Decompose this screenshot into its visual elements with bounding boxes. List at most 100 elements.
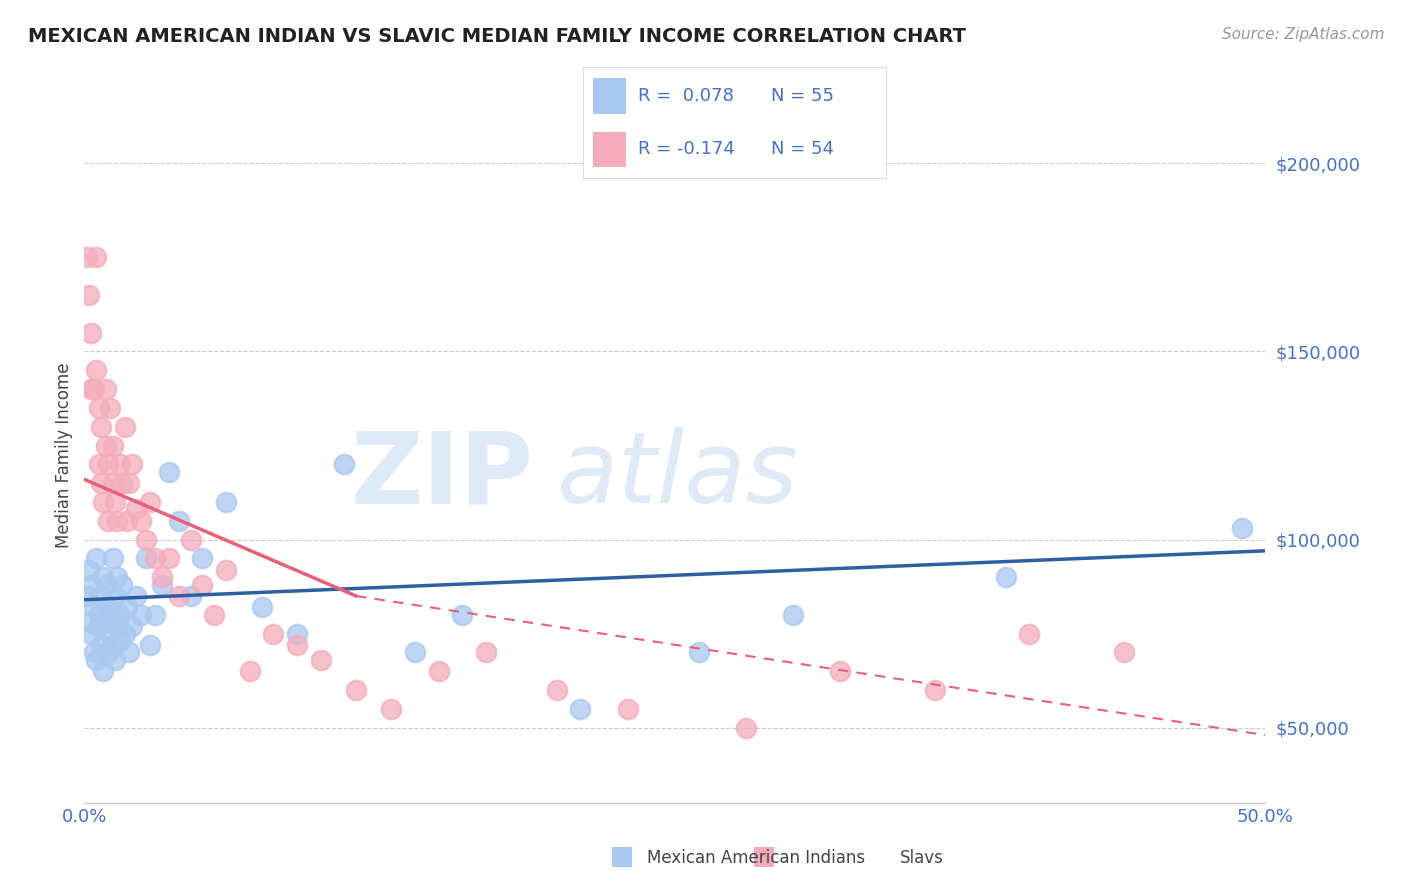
Point: [94, 438, 117, 452]
Point: [121, 458, 143, 472]
Point: [157, 465, 180, 479]
Point: [77, 288, 100, 302]
Point: [139, 638, 162, 652]
Point: [129, 514, 152, 528]
Point: [107, 514, 129, 528]
Text: N = 54: N = 54: [770, 140, 834, 159]
Point: [616, 702, 638, 716]
Point: [80, 382, 103, 396]
Point: [111, 577, 134, 591]
Point: [114, 626, 136, 640]
Point: [91, 570, 114, 584]
Point: [239, 664, 262, 678]
Point: [118, 645, 141, 659]
Bar: [754, 847, 775, 867]
Point: [143, 551, 166, 566]
Point: [108, 634, 131, 648]
Point: [80, 326, 103, 340]
Point: [87, 401, 110, 415]
Point: [994, 570, 1017, 584]
Point: [77, 563, 100, 577]
Text: Slavs: Slavs: [900, 849, 943, 867]
Point: [125, 502, 148, 516]
Point: [91, 495, 114, 509]
Point: [688, 645, 710, 659]
Point: [84, 551, 107, 566]
Text: MEXICAN AMERICAN INDIAN VS SLAVIC MEDIAN FAMILY INCOME CORRELATION CHART: MEXICAN AMERICAN INDIAN VS SLAVIC MEDIAN…: [28, 27, 966, 45]
Point: [77, 615, 100, 630]
Point: [475, 645, 498, 659]
Point: [115, 600, 138, 615]
Point: [83, 382, 105, 396]
Point: [98, 607, 121, 622]
Point: [1112, 645, 1135, 659]
Point: [569, 702, 592, 716]
Point: [94, 615, 117, 630]
Point: [202, 607, 225, 622]
Bar: [592, 78, 626, 114]
Point: [309, 653, 332, 667]
Point: [90, 638, 112, 652]
Point: [114, 419, 136, 434]
Point: [104, 495, 127, 509]
Text: atlas: atlas: [557, 427, 799, 524]
Point: [101, 638, 124, 652]
Point: [344, 683, 367, 698]
Point: [94, 382, 117, 396]
Point: [83, 645, 105, 659]
Point: [285, 626, 308, 640]
Point: [80, 626, 103, 640]
Point: [215, 495, 238, 509]
Point: [139, 495, 162, 509]
Point: [90, 589, 112, 603]
Text: N = 55: N = 55: [770, 87, 834, 105]
Text: ZIP: ZIP: [350, 427, 533, 524]
Point: [404, 645, 426, 659]
Point: [87, 607, 110, 622]
Point: [135, 551, 157, 566]
Point: [135, 533, 157, 547]
Point: [333, 458, 356, 472]
Point: [262, 626, 284, 640]
Point: [380, 702, 402, 716]
Point: [125, 589, 148, 603]
Point: [97, 600, 120, 615]
Point: [118, 476, 141, 491]
Point: [90, 419, 112, 434]
Point: [101, 438, 124, 452]
Point: [97, 645, 120, 659]
Bar: [612, 847, 631, 867]
Point: [107, 570, 129, 584]
Point: [91, 664, 114, 678]
Point: [90, 476, 112, 491]
Point: [250, 600, 273, 615]
Point: [167, 514, 190, 528]
Point: [121, 619, 143, 633]
Point: [101, 551, 124, 566]
Point: [427, 664, 450, 678]
Point: [285, 638, 308, 652]
Point: [83, 600, 105, 615]
Point: [546, 683, 568, 698]
Point: [80, 577, 103, 591]
Point: [108, 607, 131, 622]
Point: [157, 551, 180, 566]
Point: [143, 607, 166, 622]
Point: [104, 653, 127, 667]
Point: [150, 570, 173, 584]
Point: [129, 607, 152, 622]
Point: [87, 619, 110, 633]
Text: Source: ZipAtlas.com: Source: ZipAtlas.com: [1222, 27, 1385, 42]
Point: [94, 577, 117, 591]
Point: [924, 683, 946, 698]
Point: [451, 607, 474, 622]
Point: [104, 589, 127, 603]
Point: [97, 514, 120, 528]
Point: [76, 589, 98, 603]
Point: [782, 607, 804, 622]
Text: Mexican American Indians: Mexican American Indians: [647, 849, 865, 867]
Point: [107, 619, 129, 633]
Point: [84, 653, 107, 667]
Text: R =  0.078: R = 0.078: [638, 87, 734, 105]
Point: [84, 363, 107, 377]
